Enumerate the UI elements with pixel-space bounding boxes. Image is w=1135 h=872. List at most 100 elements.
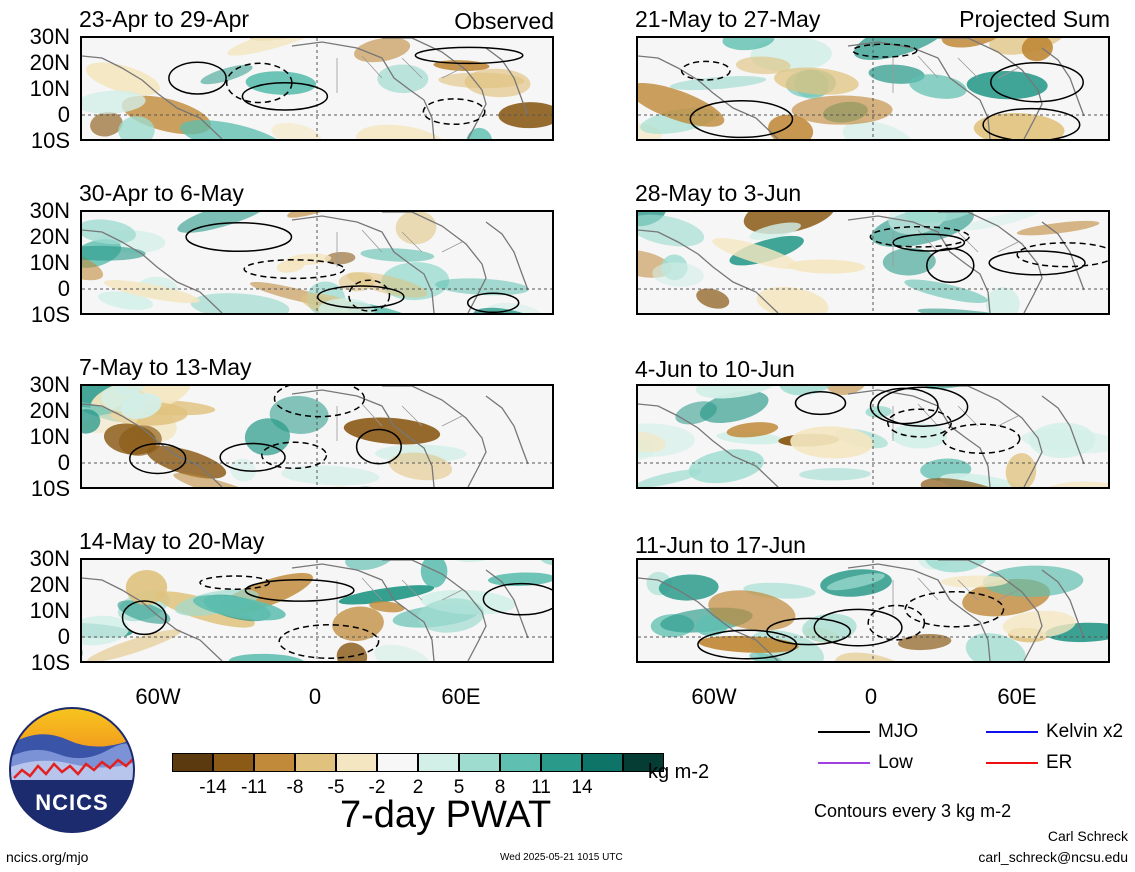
- mjo-contour: [129, 442, 187, 475]
- anomaly-shading: [698, 635, 799, 653]
- anomaly-shading: [638, 82, 725, 127]
- coastline-arabia-india: [485, 221, 529, 291]
- panel-title: 7-May to 13-May: [79, 354, 252, 380]
- mjo-contour: [414, 46, 524, 65]
- mjo-contour: [869, 225, 970, 248]
- anomaly-shading: [675, 401, 718, 425]
- footer-email[interactable]: carl_schreck@ncsu.edu: [978, 849, 1128, 865]
- lon-label: 0: [308, 684, 322, 709]
- panel-title: 14-May to 20-May: [79, 528, 265, 554]
- coastline-west-africa: [847, 563, 991, 661]
- mjo-contour: [316, 285, 405, 309]
- coastline-west-africa: [291, 215, 435, 313]
- map-panel-observed-2: [80, 210, 554, 315]
- lat-label: 10S: [30, 128, 70, 153]
- coastline-americas: [638, 55, 779, 139]
- panel-projected-tag: Projected Sum: [959, 6, 1110, 32]
- map-panel-projected-3: [636, 384, 1110, 489]
- anomaly-shading: [193, 594, 286, 621]
- lat-label: 20N: [29, 398, 70, 423]
- coastline-east-africa: [938, 560, 1043, 661]
- footer-url[interactable]: ncics.org/mjo: [6, 849, 89, 865]
- lat-label: 30N: [29, 546, 70, 571]
- coastline-americas: [82, 403, 223, 487]
- contours-note: Contours every 3 kg m-2: [814, 801, 1012, 821]
- mjo-contour: [422, 98, 486, 126]
- coastline-americas: [82, 229, 223, 313]
- mjo-contour: [982, 107, 1081, 139]
- mjo-contour: [482, 582, 552, 616]
- anomaly-shading: [790, 426, 874, 459]
- anomaly-shading: [652, 262, 704, 287]
- anomaly-shading: [735, 56, 791, 75]
- anomaly-shading: [389, 452, 453, 481]
- anomaly-shading: [941, 38, 1006, 48]
- anomaly-shading: [826, 573, 885, 591]
- anomaly-shading: [699, 390, 769, 424]
- colorbar-tick-label: 11: [531, 777, 551, 798]
- anomaly-shading: [343, 417, 441, 445]
- anomaly-shading: [420, 560, 448, 588]
- coastline-arabia-india: [485, 569, 529, 639]
- anomaly-shading: [842, 120, 915, 139]
- anomaly-shading: [324, 251, 356, 265]
- anomaly-shading: [941, 575, 1009, 588]
- panel-title: 21-May to 27-May: [635, 6, 821, 32]
- anomaly-shading: [173, 473, 262, 487]
- anomaly-shading: [985, 287, 1020, 313]
- colorbar-swatch: [541, 753, 582, 772]
- anomaly-shading: [638, 214, 705, 247]
- legend-kelvin-line: [986, 731, 1038, 733]
- lat-label: 10S: [30, 650, 70, 675]
- mjo-contour: [941, 423, 1021, 454]
- legend-low-line: [818, 762, 870, 764]
- anomaly-shading: [354, 38, 411, 63]
- mjo-contour: [904, 590, 1005, 628]
- anomaly-shading: [788, 259, 866, 274]
- anomaly-shading: [658, 574, 719, 601]
- anomaly-shading: [917, 308, 1024, 313]
- mjo-contour: [988, 250, 1086, 276]
- colorbar-tick-label: 5: [453, 777, 465, 798]
- mjo-contour: [185, 221, 293, 253]
- anomaly-shading: [1002, 610, 1076, 639]
- legend-mjo-label: MJO: [878, 721, 919, 742]
- anomaly-shading: [802, 613, 857, 643]
- anomaly-shading: [177, 212, 271, 233]
- colorbar-swatch: [172, 753, 213, 772]
- anomaly-shading: [82, 245, 104, 281]
- coastline-arabia-india: [1041, 569, 1085, 639]
- mjo-contour: [243, 259, 345, 280]
- mjo-contour: [813, 608, 903, 647]
- anomaly-shading: [82, 90, 146, 114]
- anomaly-shading: [773, 67, 859, 95]
- map-panel-projected-2: [636, 210, 1110, 315]
- lon-label: 60E: [441, 684, 481, 709]
- mjo-contour: [794, 391, 847, 416]
- colorbar-tick-label: -5: [327, 777, 345, 798]
- anomaly-shading: [82, 409, 101, 434]
- coastline-arabia-india: [485, 395, 529, 465]
- anomaly-shading: [286, 253, 332, 266]
- coastline-arabia-india: [1041, 221, 1085, 291]
- coastline-east-africa: [938, 38, 1043, 139]
- country-borders: [892, 55, 1019, 93]
- lat-label: 10N: [29, 250, 70, 275]
- anomaly-shading: [891, 423, 948, 449]
- map-panel-observed-4: [80, 558, 554, 663]
- panel-title: 4-Jun to 10-Jun: [635, 356, 795, 382]
- mjo-contour: [199, 575, 270, 590]
- colorbar-tick-label: -14: [199, 777, 227, 798]
- coastline-arabia-india: [485, 47, 529, 117]
- ncics-logo[interactable]: NCICS: [8, 706, 136, 834]
- anomaly-shading: [973, 113, 1065, 139]
- anomaly-shading: [1021, 38, 1053, 62]
- lat-label: 10N: [29, 76, 70, 101]
- coastline-west-africa: [291, 41, 435, 139]
- anomaly-shading: [103, 280, 200, 304]
- anomaly-shading: [82, 245, 146, 261]
- anomaly-shading: [82, 615, 130, 646]
- mjo-contour: [241, 82, 329, 111]
- map-panel-observed-1: [80, 36, 554, 141]
- coastline-arabia-india: [1041, 395, 1085, 465]
